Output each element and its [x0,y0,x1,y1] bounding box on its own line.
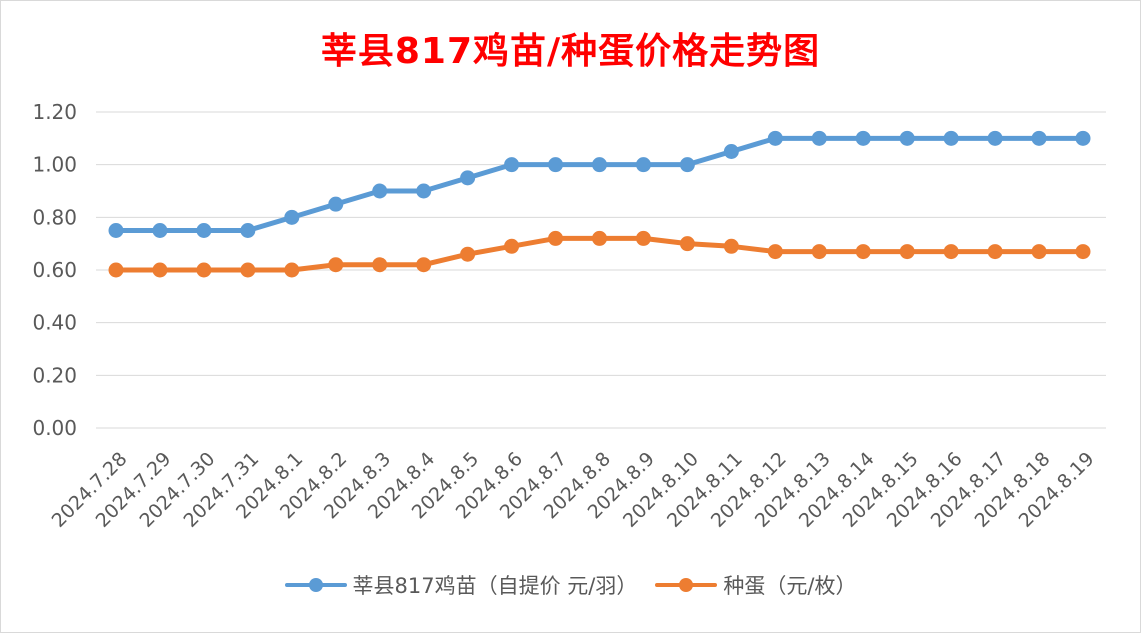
data-point [767,244,783,260]
series-group [108,130,1091,278]
data-point [284,209,300,225]
data-point [767,130,783,146]
data-point [811,130,827,146]
data-point [679,236,695,252]
y-tick-label: 1.20 [32,100,77,124]
y-tick-label: 0.20 [32,363,77,387]
series-0 [108,130,1091,238]
data-point [943,244,959,260]
data-point [416,183,432,199]
data-point [943,130,959,146]
y-tick-label: 0.80 [32,205,77,229]
data-point [1075,130,1091,146]
legend-swatch-egg [655,575,718,595]
series-1 [108,230,1091,278]
data-point [240,223,256,238]
chart-title: 莘县817鸡苗/种蛋价格走势图 [320,31,821,72]
data-point [372,257,388,273]
legend-label-egg: 种蛋（元/枚） [723,574,857,598]
legend-item-egg[interactable]: 种蛋（元/枚） [655,570,856,600]
data-point [328,257,344,273]
data-point [1031,244,1047,260]
data-point [504,157,520,173]
data-point [1075,244,1091,260]
y-tick-label: 0.00 [32,416,77,440]
data-point [460,246,476,262]
data-point [987,130,1003,146]
y-axis-ticks: 0.00 0.20 0.40 0.60 0.80 1.00 1.20 [32,100,77,440]
data-point [108,223,124,238]
data-point [372,183,388,199]
legend-item-chick[interactable]: 莘县817鸡苗（自提价 元/羽） [284,570,638,600]
data-point [899,244,915,260]
data-point [1031,130,1047,146]
data-point [504,238,520,254]
data-point [855,130,871,146]
data-point [284,262,300,278]
data-point [416,257,432,273]
data-point [548,230,564,246]
data-point [240,262,256,278]
x-axis-ticks: 2024.7.282024.7.292024.7.302024.7.312024… [48,448,1099,532]
data-point [723,238,739,254]
legend-label-chick: 莘县817鸡苗（自提价 元/羽） [352,574,638,598]
data-point [460,170,476,186]
legend: 莘县817鸡苗（自提价 元/羽） 种蛋（元/枚） [0,570,1141,600]
data-point [855,244,871,260]
data-point [548,157,564,173]
y-tick-label: 1.00 [32,153,77,177]
data-point [987,244,1003,260]
data-point [152,262,168,278]
data-point [723,144,739,159]
data-point [108,262,124,278]
data-point [811,244,827,260]
data-point [152,223,168,238]
y-tick-label: 0.40 [32,311,77,335]
data-point [328,196,344,212]
data-point [196,223,212,238]
data-point [592,230,607,246]
data-point [899,130,915,146]
series-line [113,135,1086,233]
data-point [679,157,695,173]
data-point [592,157,607,173]
legend-swatch-chick [284,575,347,595]
data-point [635,157,651,173]
data-point [196,262,212,278]
y-tick-label: 0.60 [32,258,77,282]
data-point [635,230,651,246]
